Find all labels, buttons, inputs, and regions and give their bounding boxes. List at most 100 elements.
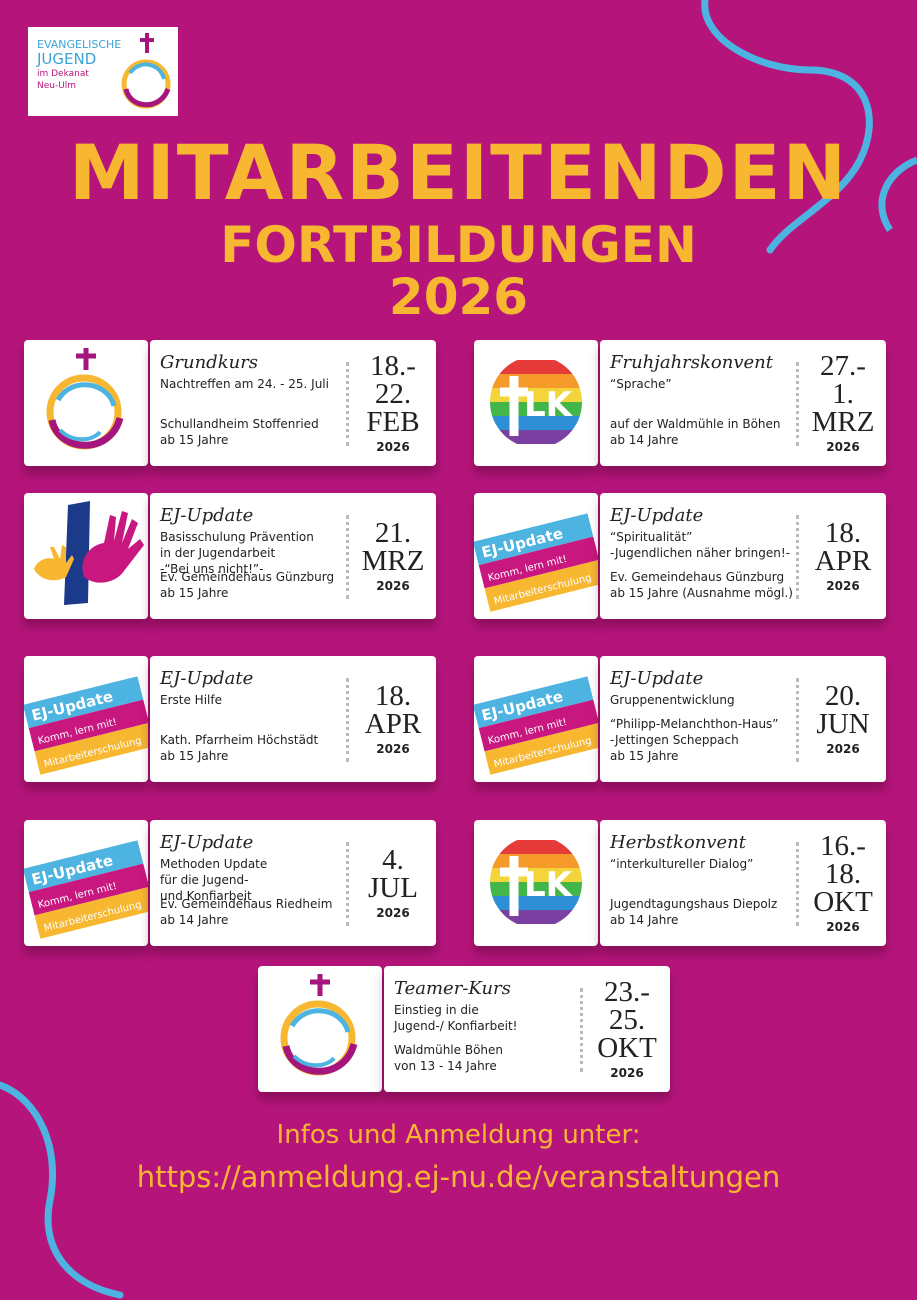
date-line: FEB	[366, 406, 420, 438]
date-block: 18. APR 2026	[354, 656, 432, 782]
ticket: Fruhjahrskonvent “Sprache” auf der Waldmüh…	[600, 340, 886, 466]
place-line: -Jettingen Scheppach	[610, 733, 739, 747]
date-line: 16.-	[820, 830, 866, 862]
date-line: 1.	[832, 378, 854, 410]
event-info: “interkultureller Dialog”	[610, 856, 753, 872]
logo-card	[258, 966, 382, 1092]
footer-info: Infos und Anmeldung unter:	[276, 1120, 641, 1150]
event-year: 2026	[376, 906, 410, 920]
badge-ribbon	[472, 676, 594, 729]
event-place: Jugendtagungshaus Diepolz ab 14 Jahre	[610, 896, 777, 928]
event-year: 2026	[826, 920, 860, 934]
badge-ribbon	[478, 536, 600, 589]
logo-card: EJ-Update Komm, lern mit! Mitarbeiterschul…	[472, 493, 605, 619]
badge-text: LK	[524, 865, 574, 905]
info-line: Methoden Update	[160, 857, 268, 871]
info-line: für die Jugend-	[160, 873, 249, 887]
date-block: 4. JUL 2026	[354, 820, 432, 946]
place-line: von 13 - 14 Jahre	[394, 1059, 497, 1073]
badge-ribbon	[34, 886, 155, 939]
event-title: EJ-Update	[160, 668, 254, 689]
dotted-divider	[796, 678, 799, 762]
event-year: 2026	[376, 440, 410, 454]
info-line: -“Bei uns nicht!”-	[160, 562, 264, 576]
event-info: Methoden Update für die Jugend-und Konfia…	[160, 856, 267, 904]
badge-ribbon	[472, 513, 594, 566]
event-icon	[46, 348, 124, 450]
logo-card: EJ-Update Komm, lern mit! Mitarbeiterschul…	[22, 820, 155, 946]
badge-ribbon	[484, 559, 605, 612]
dotted-divider	[346, 842, 349, 926]
info-line: “interkultureller Dialog”	[610, 857, 754, 871]
place-line: “Philipp-Melanchthon-Haus”	[610, 717, 779, 731]
date-line: 25.	[608, 1004, 646, 1036]
date-line: 23.-	[604, 976, 650, 1008]
date-line: JUL	[368, 872, 418, 904]
event-icon: LK	[490, 840, 582, 924]
place-line: Jugendtagungshaus Diepolz	[610, 897, 778, 911]
logo-line: EVANGELISCHE	[37, 38, 122, 51]
badge-ribbon	[28, 699, 150, 752]
logo-line: im Dekanat	[37, 69, 89, 79]
info-line: Nachtreffen am 24. - 25. Juli	[160, 377, 329, 391]
ticket: Herbstkonvent “interkultureller Dialog” Ju…	[600, 820, 886, 946]
date-line: APR	[364, 708, 422, 740]
date-line: MRZ	[361, 545, 425, 577]
event-title: EJ-Update	[610, 668, 704, 689]
date-line: 20.	[824, 680, 862, 712]
place-line: ab 15 Jahre	[610, 749, 679, 763]
date-line: 18.-	[370, 350, 416, 382]
place-line: ab 14 Jahre	[610, 433, 679, 447]
badge-ribbon	[22, 840, 144, 893]
rainbow-stripe	[490, 430, 582, 444]
event-year: 2026	[826, 579, 860, 593]
place-line: ab 14 Jahre	[610, 913, 679, 927]
rainbow-stripe	[490, 360, 582, 374]
rainbow-stripe	[490, 840, 582, 854]
dotted-divider	[346, 515, 349, 599]
event-place: Kath. Pfarrheim Höchstädt ab 15 Jahre	[160, 732, 318, 764]
event-info: “Sprache”	[610, 376, 672, 392]
logo-card: LK	[474, 340, 598, 466]
place-line: auf der Waldmühle in Böhen	[610, 417, 781, 431]
title: MITARBEITENDEN	[68, 128, 849, 217]
ticket: EJ-Update Erste Hilfe Kath. Pfarrheim Höch…	[150, 656, 436, 782]
place-line: Ev. Gemeindehaus Günzburg	[610, 570, 785, 584]
place-line: Ev. Gemeindehaus Günzburg	[160, 570, 335, 584]
dotted-divider	[796, 515, 799, 599]
dotted-divider	[796, 362, 799, 446]
event-info: “Spiritualität” -Jugendlichen näher bring…	[610, 529, 790, 561]
event-info: Nachtreffen am 24. - 25. Juli	[160, 376, 329, 392]
event-icon	[280, 974, 358, 1076]
badge-ribbon	[22, 676, 144, 729]
date-block: 18.- 22. FEB 2026	[354, 340, 432, 466]
date-line: 27.-	[820, 350, 866, 382]
event-title: Grundkurs	[160, 352, 259, 373]
date-line: APR	[814, 545, 872, 577]
dotted-divider	[796, 842, 799, 926]
event-year: 2026	[826, 742, 860, 756]
event-place: Ev. Gemeindehaus Günzburg ab 15 Jahre (Au…	[610, 569, 793, 601]
event-place: Ev. Gemeindehaus Günzburg ab 15 Jahre	[160, 569, 334, 601]
footer-url: https://anmeldung.ej-nu.de/veranstaltung…	[136, 1160, 781, 1194]
ticket: EJ-Update “Spiritualität” -Jugendlichen nä…	[600, 493, 886, 619]
date-block: 23.- 25. OKT 2026	[588, 966, 666, 1092]
event-info: Gruppenentwicklung	[610, 692, 735, 708]
event-place: “Philipp-Melanchthon-Haus” -Jettingen Sch…	[610, 716, 779, 764]
event-title: EJ-Update	[160, 505, 254, 526]
event-place: auf der Waldmühle in Böhen ab 14 Jahre	[610, 416, 781, 448]
event-year: 2026	[376, 742, 410, 756]
ticket: EJ-Update Methoden Update für die Jugend-u…	[150, 820, 436, 946]
event-info: Erste Hilfe	[160, 692, 222, 708]
place-line: Ev. Gemeindehaus Riedheim	[160, 897, 333, 911]
date-block: 18. APR 2026	[804, 493, 882, 619]
ticket: EJ-Update Basisschulung Prävention in der …	[150, 493, 436, 619]
lk-cross	[500, 856, 528, 916]
info-line: -Jugendlichen näher bringen!-	[610, 546, 790, 560]
